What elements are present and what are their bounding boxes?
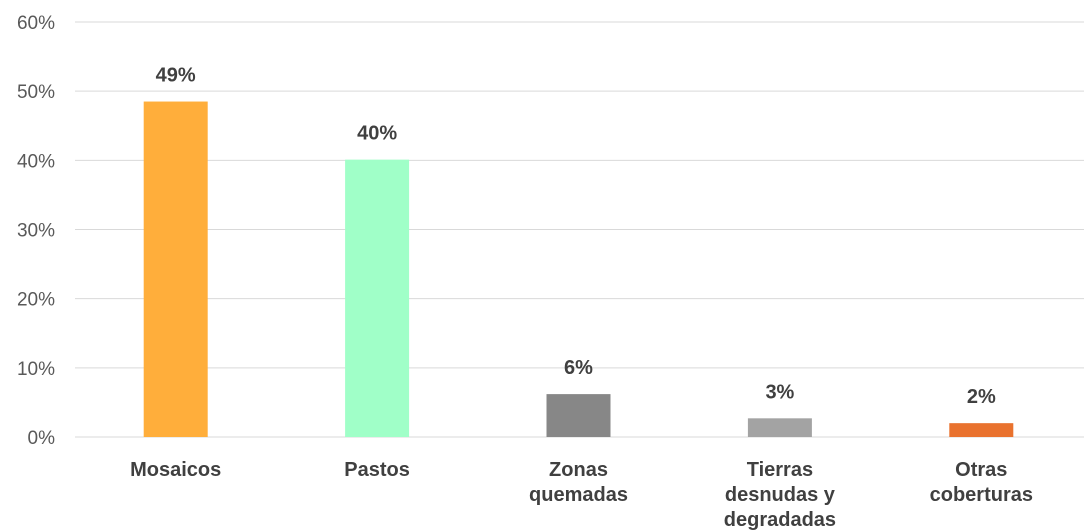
category-label-line: coberturas	[930, 484, 1033, 506]
bars	[143, 101, 1014, 438]
category-label-line: Mosaicos	[130, 459, 221, 481]
bar	[345, 159, 410, 437]
category-labels: Mosaicos Pastos Zonas quemadas Tierras desnud…	[130, 459, 1033, 531]
category-label-line: Otras	[955, 459, 1007, 481]
data-label: 49%	[156, 65, 196, 87]
category-label: Otras coberturas	[930, 459, 1033, 506]
category-label: Pastos	[344, 459, 410, 481]
category-label: Zonas quemadas	[529, 459, 628, 506]
y-axis-tick-labels: 0% 10% 20% 30% 40% 50% 60%	[17, 13, 55, 449]
y-tick-label: 20%	[17, 290, 55, 311]
y-tick-label: 40%	[17, 151, 55, 172]
data-label: 6%	[564, 357, 593, 379]
gridlines	[75, 21, 1084, 438]
y-tick-label: 10%	[17, 359, 55, 380]
bar	[949, 423, 1014, 437]
data-labels: 49% 40% 6% 3% 2%	[156, 65, 996, 409]
y-tick-label: 60%	[17, 13, 55, 34]
category-label-line: quemadas	[529, 484, 628, 506]
category-label-line: degradadas	[724, 509, 836, 531]
category-label-line: Tierras	[747, 459, 813, 481]
bar	[747, 418, 812, 437]
y-tick-label: 0%	[28, 428, 56, 449]
category-label-line: Zonas	[549, 459, 608, 481]
data-label: 3%	[765, 381, 794, 403]
category-label: Mosaicos	[130, 459, 221, 481]
category-label-line: desnudas y	[725, 484, 836, 506]
data-label: 40%	[357, 123, 397, 145]
category-label: Tierras desnudas y degradadas	[724, 459, 836, 531]
category-label-line: Pastos	[344, 459, 410, 481]
y-tick-label: 30%	[17, 221, 55, 242]
bar	[143, 101, 208, 438]
data-label: 2%	[967, 386, 996, 408]
y-tick-label: 50%	[17, 82, 55, 103]
bar	[546, 394, 611, 437]
